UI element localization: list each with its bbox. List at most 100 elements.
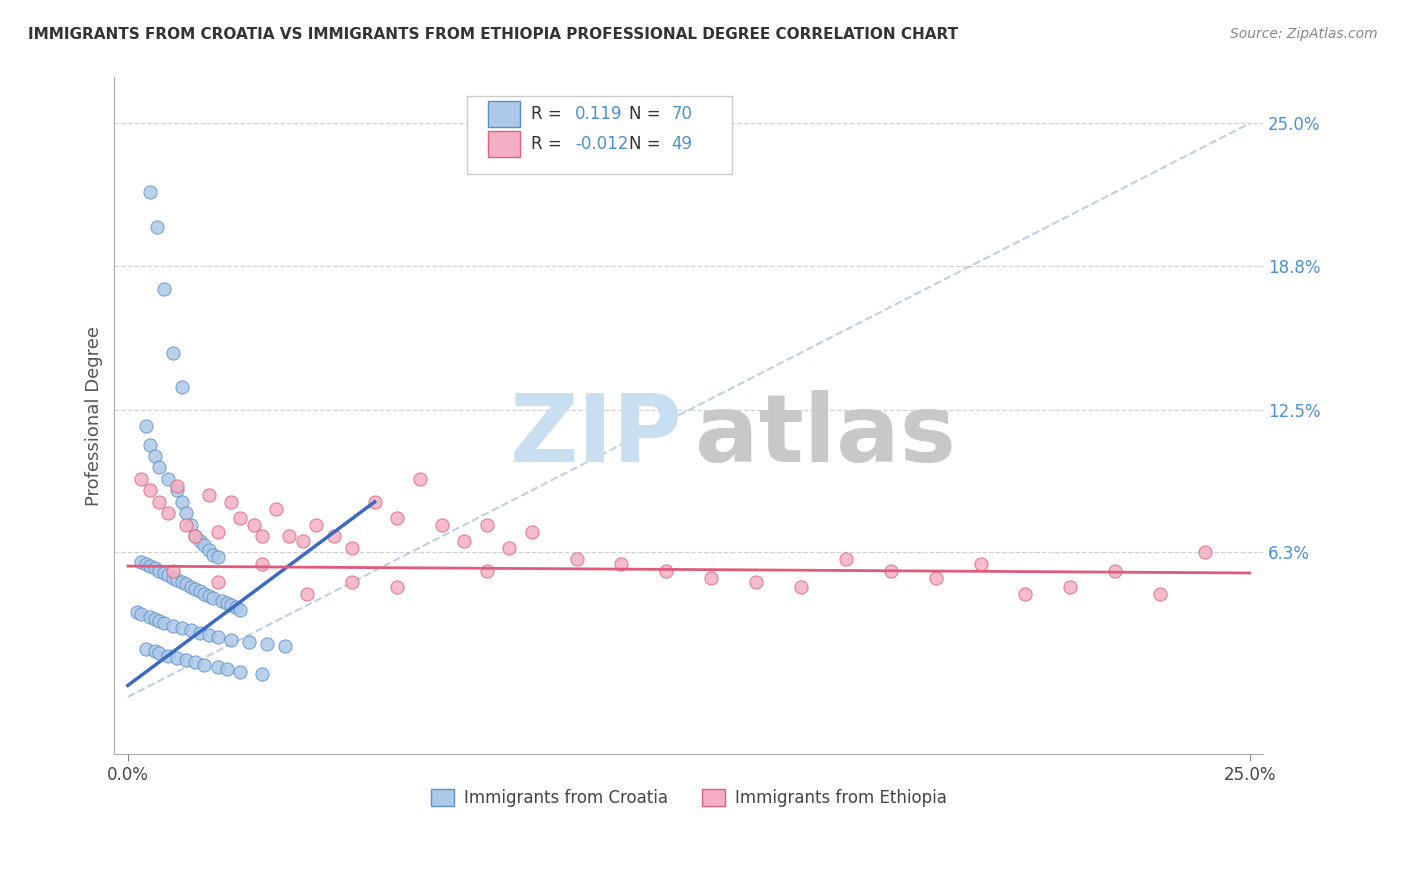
Point	[219, 632, 242, 647]
Point	[475, 517, 498, 532]
Point	[180, 624, 202, 638]
Point	[152, 566, 174, 580]
Point	[297, 586, 319, 600]
Point	[363, 495, 385, 509]
Point	[274, 640, 297, 654]
Point	[215, 662, 238, 676]
Text: ZIP: ZIP	[510, 390, 683, 483]
Point	[180, 517, 202, 532]
Point	[242, 517, 264, 532]
Point	[197, 543, 219, 558]
Point	[1194, 545, 1216, 559]
Point	[342, 541, 364, 555]
Point	[565, 552, 588, 566]
Point	[453, 533, 475, 548]
Point	[238, 635, 260, 649]
Point	[148, 564, 170, 578]
Point	[256, 637, 278, 651]
Text: R =: R =	[531, 105, 568, 123]
Point	[408, 472, 430, 486]
Point	[174, 653, 197, 667]
FancyBboxPatch shape	[467, 95, 733, 174]
Point	[342, 575, 364, 590]
Point	[207, 630, 229, 644]
Point	[193, 657, 215, 672]
Point	[924, 570, 946, 584]
Point	[193, 538, 215, 552]
Point	[170, 621, 193, 635]
Text: atlas: atlas	[695, 390, 956, 483]
Point	[174, 506, 197, 520]
Point	[219, 495, 242, 509]
Point	[148, 646, 170, 660]
Point	[157, 568, 180, 582]
Point	[1149, 586, 1171, 600]
Point	[174, 517, 197, 532]
Text: 49: 49	[672, 135, 693, 153]
Point	[610, 557, 633, 571]
Point	[188, 584, 211, 599]
Text: Source: ZipAtlas.com: Source: ZipAtlas.com	[1230, 27, 1378, 41]
Point	[219, 598, 242, 612]
Point	[202, 548, 225, 562]
Point	[184, 529, 207, 543]
Point	[184, 582, 207, 596]
Point	[211, 593, 233, 607]
Point	[969, 557, 991, 571]
Point	[835, 552, 858, 566]
Point	[135, 641, 157, 656]
Point	[225, 600, 247, 615]
Point	[162, 564, 184, 578]
Text: 0.119: 0.119	[575, 105, 623, 123]
Point	[180, 580, 202, 594]
Point	[157, 648, 180, 663]
Point	[207, 575, 229, 590]
Point	[148, 614, 170, 628]
Text: -0.012: -0.012	[575, 135, 628, 153]
Point	[430, 517, 453, 532]
Point	[207, 660, 229, 674]
Point	[157, 472, 180, 486]
Point	[790, 580, 813, 594]
Point	[184, 656, 207, 670]
Point	[166, 651, 188, 665]
Point	[125, 605, 148, 619]
Point	[278, 529, 301, 543]
Point	[291, 533, 314, 548]
Point	[170, 495, 193, 509]
Point	[197, 589, 219, 603]
Text: R =: R =	[531, 135, 568, 153]
Point	[184, 529, 207, 543]
Legend: Immigrants from Croatia, Immigrants from Ethiopia: Immigrants from Croatia, Immigrants from…	[425, 782, 953, 814]
Point	[143, 612, 166, 626]
Point	[188, 533, 211, 548]
Point	[170, 575, 193, 590]
Point	[148, 460, 170, 475]
Point	[143, 561, 166, 575]
Point	[252, 557, 274, 571]
Text: N =: N =	[628, 135, 666, 153]
Point	[207, 549, 229, 564]
Point	[229, 511, 252, 525]
FancyBboxPatch shape	[488, 131, 520, 157]
Point	[197, 628, 219, 642]
Point	[139, 559, 162, 574]
Point	[148, 495, 170, 509]
Point	[880, 564, 903, 578]
Point	[323, 529, 346, 543]
Point	[520, 524, 543, 539]
Point	[131, 472, 153, 486]
Point	[162, 618, 184, 632]
Point	[202, 591, 225, 606]
Point	[655, 564, 678, 578]
Text: 70: 70	[672, 105, 693, 123]
Point	[498, 541, 520, 555]
Point	[252, 667, 274, 681]
Point	[139, 437, 162, 451]
Point	[252, 529, 274, 543]
Point	[193, 586, 215, 600]
Point	[162, 345, 184, 359]
Point	[139, 185, 162, 199]
Point	[135, 419, 157, 434]
Text: IMMIGRANTS FROM CROATIA VS IMMIGRANTS FROM ETHIOPIA PROFESSIONAL DEGREE CORRELAT: IMMIGRANTS FROM CROATIA VS IMMIGRANTS FR…	[28, 27, 959, 42]
